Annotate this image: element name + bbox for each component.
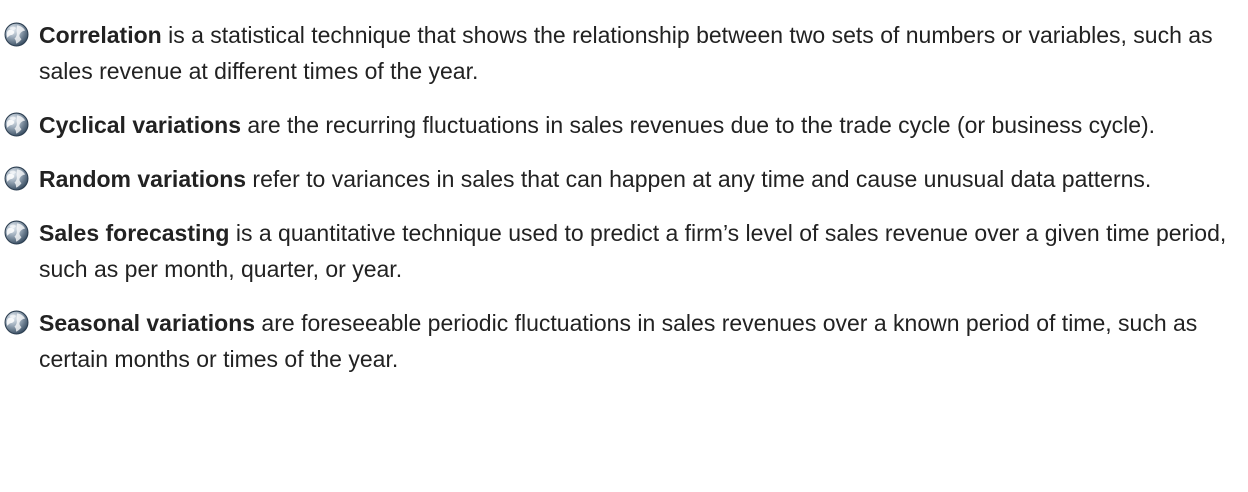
glossary-item-sales-forecasting: Sales forecasting is a quantitative tech… <box>0 215 1248 287</box>
glossary-definition: are foreseeable periodic fluctuations in… <box>39 310 1198 372</box>
glossary-list: Correlation is a statistical technique t… <box>0 17 1248 395</box>
globe-icon <box>4 310 29 335</box>
glossary-item-random-variations: Random variations refer to variances in … <box>0 161 1248 197</box>
glossary-definition: refer to variances in sales that can hap… <box>246 166 1152 192</box>
glossary-term: Random variations <box>39 166 247 192</box>
glossary-definition: is a quantitative technique used to pred… <box>39 220 1227 282</box>
glossary-term: Cyclical variations <box>39 112 241 138</box>
glossary-item-cyclical-variations: Cyclical variations are the recurring fl… <box>0 107 1248 143</box>
glossary-definition: is a statistical technique that shows th… <box>39 22 1213 84</box>
globe-icon <box>4 220 29 245</box>
glossary-item-seasonal-variations: Seasonal variations are foreseeable peri… <box>0 305 1248 377</box>
glossary-term: Seasonal variations <box>39 310 256 336</box>
glossary-definition: are the recurring fluctuations in sales … <box>241 112 1156 138</box>
globe-icon <box>4 112 29 137</box>
glossary-item-correlation: Correlation is a statistical technique t… <box>0 17 1248 89</box>
glossary-term: Sales forecasting <box>39 220 230 246</box>
globe-icon <box>4 22 29 47</box>
glossary-term: Correlation <box>39 22 162 48</box>
globe-icon <box>4 166 29 191</box>
